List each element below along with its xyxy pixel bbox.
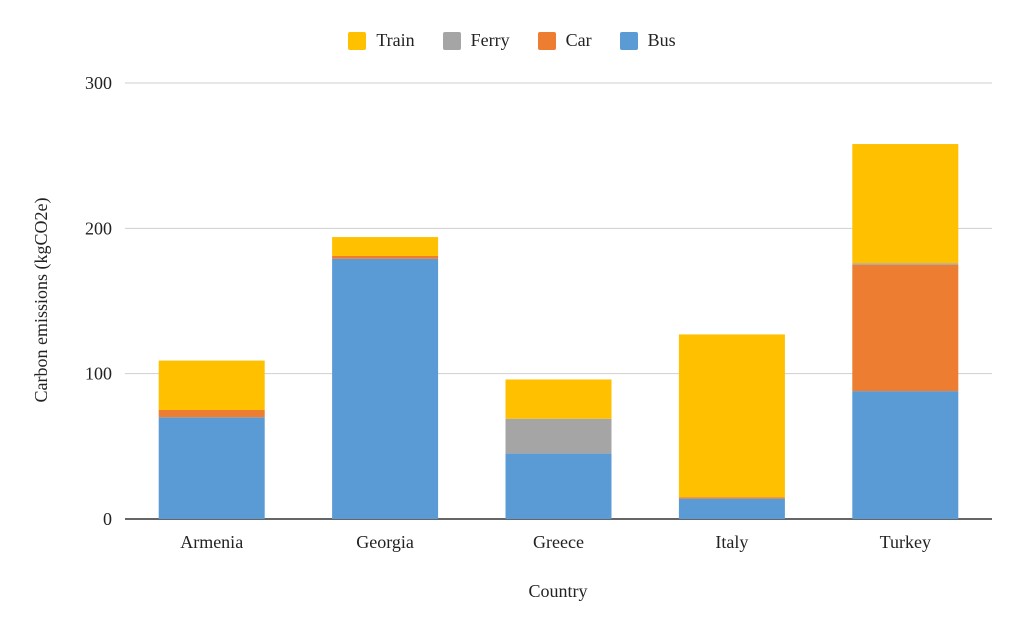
legend-swatch-train (348, 31, 367, 50)
legend-swatch-bus (619, 31, 638, 50)
x-tick-label-italy: Italy (715, 532, 748, 552)
y-tick-label: 0 (103, 509, 112, 529)
bar-bus-greece (505, 453, 612, 519)
bar-car-georgia (332, 255, 439, 259)
legend-label-ferry: Ferry (470, 30, 510, 50)
bar-train-armenia (158, 360, 265, 410)
bar-ferry-greece (505, 418, 612, 454)
legend-item-car: Car (537, 30, 592, 51)
y-axis-title: Carbon emissions (kgCO2e) (31, 198, 52, 403)
bar-car-armenia (158, 410, 265, 418)
bar-bus-armenia (158, 417, 265, 519)
x-tick-labels: Armenia Georgia Greece Italy Turkey (180, 532, 931, 552)
bar-car-turkey (852, 264, 959, 392)
y-tick-label: 300 (85, 73, 112, 93)
x-tick-label-georgia: Georgia (356, 532, 414, 552)
bar-car-italy (678, 497, 785, 499)
legend-item-bus: Bus (619, 30, 676, 51)
bar-bus-italy (678, 498, 785, 519)
bar-train-greece (505, 379, 612, 419)
bar-train-turkey (852, 144, 959, 264)
y-tick-label: 200 (85, 218, 112, 238)
bar-train-italy (678, 334, 785, 498)
legend-swatch-ferry (442, 31, 461, 50)
bar-bus-georgia (332, 258, 439, 519)
legend-label-train: Train (376, 30, 415, 50)
legend-label-bus: Bus (647, 30, 676, 50)
x-tick-label-greece: Greece (533, 532, 584, 552)
bar-train-georgia (332, 237, 439, 256)
x-tick-label-armenia: Armenia (180, 532, 243, 552)
bar-bus-turkey (852, 391, 959, 519)
x-tick-label-turkey: Turkey (880, 532, 931, 552)
bar-ferry-turkey (852, 263, 959, 265)
y-tick-labels: 0 100 200 300 (85, 73, 112, 529)
legend-item-train: Train (348, 30, 415, 51)
legend-swatch-car (537, 31, 556, 50)
legend-item-ferry: Ferry (442, 30, 510, 51)
y-tick-label: 100 (85, 364, 112, 384)
legend: Train Ferry Car Bus (0, 30, 1024, 51)
x-axis-title: Country (528, 581, 587, 601)
legend-label-car: Car (565, 30, 592, 50)
bars (158, 144, 959, 519)
